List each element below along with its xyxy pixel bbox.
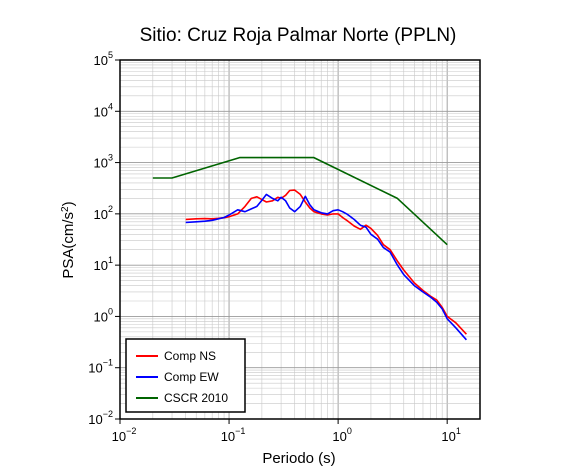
y-tick-label-exp: −2: [103, 409, 113, 419]
y-tick-label-base: 10: [94, 207, 108, 222]
y-tick-label: 103: [94, 153, 113, 171]
y-axis-label: PSA(cm/s2): [60, 201, 78, 278]
y-tick-label-exp: 2: [108, 204, 113, 214]
x-tick-label: 10−2: [112, 426, 137, 444]
y-tick-label-base: 10: [94, 104, 108, 119]
x-tick-label: 101: [441, 426, 460, 444]
x-tick-label-exp: −1: [235, 426, 245, 436]
y-tick-label-base: 10: [88, 361, 102, 376]
legend-label-comp-ew: Comp EW: [164, 370, 219, 384]
series-layer: [152, 156, 467, 341]
y-tick-label: 104: [94, 101, 113, 119]
y-tick-label-exp: 4: [108, 101, 113, 111]
x-tick-labels: 10−2 10−1 100 101: [112, 419, 461, 444]
y-tick-label: 102: [94, 204, 113, 222]
legend: Comp NS Comp EW CSCR 2010: [125, 338, 246, 413]
y-tick-label-exp: 0: [108, 306, 113, 316]
y-tick-label: 101: [94, 255, 113, 273]
y-axis-label-close: ): [60, 201, 77, 206]
y-tick-label-exp: 3: [108, 153, 113, 163]
y-tick-label-base: 10: [94, 309, 108, 324]
x-axis-label: Periodo (s): [262, 450, 335, 467]
y-tick-label: 10−2: [88, 409, 113, 427]
legend-label-cscr-2010: CSCR 2010: [164, 391, 228, 405]
y-tick-label: 100: [94, 306, 113, 324]
y-tick-label-base: 10: [94, 258, 108, 273]
y-tick-label: 105: [94, 50, 113, 68]
legend-box: [125, 338, 246, 413]
x-tick-label-base: 10: [441, 429, 455, 444]
y-tick-label-base: 10: [88, 412, 102, 427]
y-axis-label-sup: 2: [60, 206, 71, 212]
series-line-cscr-2010: [152, 156, 448, 246]
x-tick-label: 10−1: [221, 426, 246, 444]
x-tick-label-base: 10: [112, 429, 126, 444]
y-tick-label-exp: 1: [108, 255, 113, 265]
chart-title: Sitio: Cruz Roja Palmar Norte (PPLN): [140, 25, 457, 46]
x-tick-label: 100: [332, 426, 351, 444]
y-tick-label-exp: 5: [108, 50, 113, 60]
series-line-comp-ns: [185, 189, 467, 335]
y-axis-label-base: PSA(cm/s: [60, 212, 77, 279]
y-tick-label: 10−1: [88, 358, 113, 376]
y-tick-label-exp: −1: [103, 358, 113, 368]
grid: [119, 59, 481, 420]
y-tick-label-base: 10: [94, 156, 108, 171]
x-tick-label-exp: 0: [347, 426, 352, 436]
plot-area-frame: [119, 59, 481, 420]
x-tick-label-base: 10: [332, 429, 346, 444]
y-tick-label-base: 10: [94, 53, 108, 68]
x-tick-label-exp: 1: [456, 426, 461, 436]
x-tick-label-exp: −2: [126, 426, 136, 436]
legend-label-comp-ns: Comp NS: [164, 349, 216, 363]
series-line-comp-ew: [185, 193, 467, 341]
x-tick-label-base: 10: [221, 429, 235, 444]
